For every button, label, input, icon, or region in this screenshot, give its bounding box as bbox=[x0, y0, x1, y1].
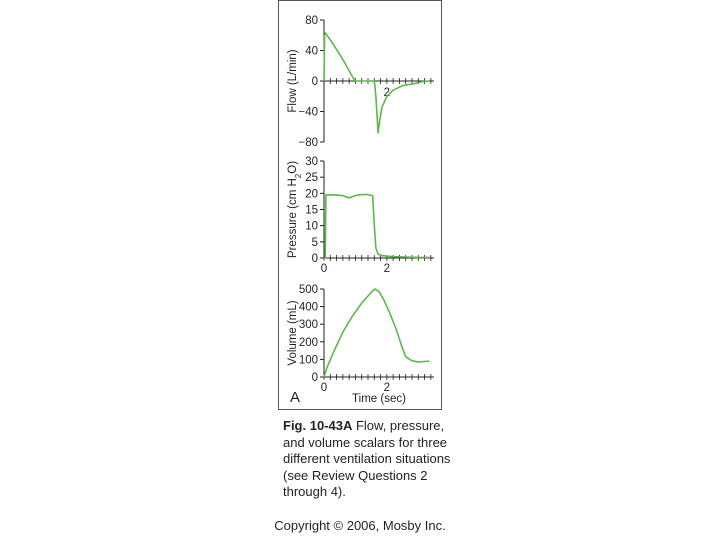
figure-caption: Fig. 10-43A Flow, pressure, and volume s… bbox=[283, 418, 453, 501]
series-line bbox=[323, 32, 430, 134]
y-tick-label: 0 bbox=[312, 76, 318, 88]
y-tick-label: 0 bbox=[312, 372, 318, 384]
y-tick-label: 500 bbox=[299, 284, 318, 296]
y-tick-label: 15 bbox=[305, 205, 318, 217]
y-tick-label: 300 bbox=[299, 319, 318, 331]
chart-panel-3: 500 400 300 200 100 00 2 Volume (mL) Time (sec) bbox=[287, 284, 434, 405]
series-line bbox=[324, 193, 430, 259]
y-tick-label: 200 bbox=[299, 337, 318, 349]
caption-text: Flow, pressure, and volume scalars for t… bbox=[283, 418, 451, 499]
y-axis-label: Flow (L/min) bbox=[287, 49, 299, 112]
y-tick-label: 40 bbox=[305, 46, 318, 58]
y-tick-label: 20 bbox=[305, 188, 318, 200]
panel-letter: A bbox=[290, 389, 300, 406]
caption-fig-label: Fig. 10-43A bbox=[283, 418, 353, 433]
y-tick-label: 80 bbox=[305, 15, 318, 27]
y-tick-label: 25 bbox=[305, 172, 318, 184]
y-tick-label: 400 bbox=[299, 302, 318, 314]
y-tick-label: 0 bbox=[312, 253, 318, 265]
y-tick-label: 100 bbox=[299, 354, 318, 366]
x-axis-label: Time (sec) bbox=[352, 393, 406, 405]
figure-frame bbox=[278, 0, 442, 410]
series-line bbox=[323, 288, 430, 378]
x-tick-label: 2 bbox=[384, 87, 390, 99]
y-tick-label: 30 bbox=[305, 156, 318, 168]
x-tick-label: 0 bbox=[321, 382, 327, 394]
x-tick-label: 0 bbox=[321, 263, 327, 275]
y-tick-label: −40 bbox=[298, 107, 318, 119]
x-tick-label: 2 bbox=[384, 382, 390, 394]
chart-panel-2: 30 25 20 15 10 5 00 2 Pressure (cm H2O) bbox=[287, 156, 434, 275]
copyright-notice: Copyright © 2006, Mosby Inc. bbox=[274, 518, 446, 533]
chart-panel-1: 80 40 0 −40 −80 2 Flow (L/min) bbox=[287, 15, 434, 149]
y-tick-label: 10 bbox=[305, 221, 318, 233]
y-axis-label: Pressure (cm H2O) bbox=[287, 161, 303, 258]
y-tick-label: −80 bbox=[298, 137, 318, 149]
y-tick-label: 5 bbox=[312, 237, 318, 249]
y-axis-label: Volume (mL) bbox=[287, 300, 299, 365]
x-tick-label: 2 bbox=[384, 263, 390, 275]
